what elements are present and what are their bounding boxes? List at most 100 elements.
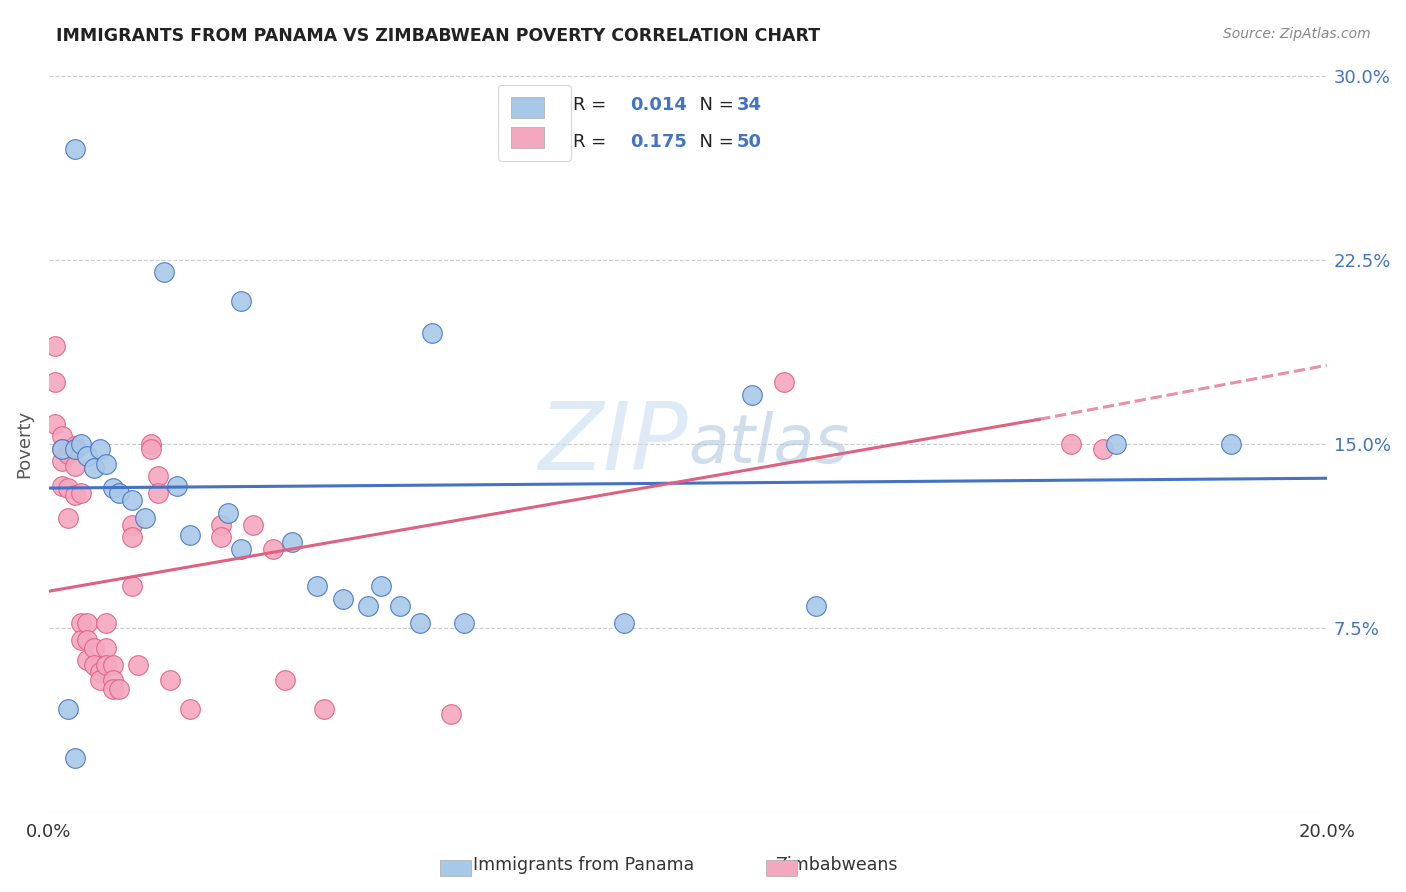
Point xyxy=(63,142,86,156)
Point xyxy=(134,510,156,524)
Point xyxy=(51,429,73,443)
Point xyxy=(141,442,163,456)
Text: R =: R = xyxy=(572,133,617,151)
Text: ZIP: ZIP xyxy=(538,399,688,490)
Point xyxy=(76,653,98,667)
Point xyxy=(1060,437,1083,451)
Point xyxy=(96,640,118,655)
Point xyxy=(804,599,827,613)
Point xyxy=(121,530,143,544)
Point xyxy=(56,702,79,716)
Point xyxy=(70,437,93,451)
Point xyxy=(179,702,201,716)
Point xyxy=(51,442,73,456)
Point xyxy=(56,510,79,524)
Point xyxy=(229,542,252,557)
Point xyxy=(389,599,412,613)
Point xyxy=(101,673,124,687)
Point xyxy=(56,481,79,495)
Point xyxy=(127,657,149,672)
Point xyxy=(613,616,636,631)
Point xyxy=(1219,437,1241,451)
Point xyxy=(242,517,264,532)
Point xyxy=(83,461,105,475)
Point xyxy=(44,417,66,432)
Text: Immigrants from Panama: Immigrants from Panama xyxy=(472,855,695,873)
Point xyxy=(121,493,143,508)
Point xyxy=(44,376,66,390)
Text: 50: 50 xyxy=(737,133,762,151)
Point xyxy=(307,579,329,593)
Point xyxy=(262,542,284,557)
Point xyxy=(1092,442,1115,456)
Point xyxy=(70,616,93,631)
Point xyxy=(420,326,443,341)
Point xyxy=(70,486,93,500)
Text: atlas: atlas xyxy=(688,411,849,477)
Point xyxy=(453,616,475,631)
Point xyxy=(89,673,111,687)
Point xyxy=(96,457,118,471)
Point xyxy=(63,442,86,456)
Text: R =: R = xyxy=(572,96,617,114)
Point xyxy=(211,517,233,532)
Legend: , : , xyxy=(498,85,571,161)
Point xyxy=(83,640,105,655)
Point xyxy=(370,579,392,593)
Point xyxy=(108,682,131,697)
Point xyxy=(159,673,181,687)
Point xyxy=(229,294,252,309)
Text: IMMIGRANTS FROM PANAMA VS ZIMBABWEAN POVERTY CORRELATION CHART: IMMIGRANTS FROM PANAMA VS ZIMBABWEAN POV… xyxy=(56,27,820,45)
Point xyxy=(89,442,111,456)
Point xyxy=(83,657,105,672)
Point xyxy=(76,616,98,631)
Y-axis label: Poverty: Poverty xyxy=(15,409,32,478)
Point xyxy=(63,439,86,453)
Point xyxy=(51,442,73,456)
Text: 34: 34 xyxy=(737,96,762,114)
Point xyxy=(63,751,86,765)
Point xyxy=(217,506,239,520)
Point xyxy=(179,527,201,541)
Point xyxy=(440,706,463,721)
Text: N =: N = xyxy=(688,133,740,151)
Point xyxy=(121,517,143,532)
Point xyxy=(96,616,118,631)
Point xyxy=(312,702,335,716)
Point xyxy=(741,388,763,402)
Point xyxy=(51,478,73,492)
Point xyxy=(70,633,93,648)
Point xyxy=(63,488,86,502)
Point xyxy=(108,486,131,500)
Text: 0.175: 0.175 xyxy=(630,133,688,151)
Point xyxy=(121,579,143,593)
Point xyxy=(89,665,111,680)
Point xyxy=(101,657,124,672)
Point xyxy=(332,591,354,606)
Point xyxy=(63,458,86,473)
Point xyxy=(357,599,380,613)
Point xyxy=(51,454,73,468)
Point xyxy=(153,265,176,279)
Point xyxy=(76,633,98,648)
Point xyxy=(76,449,98,463)
Point xyxy=(166,478,188,492)
Point xyxy=(146,468,169,483)
Point xyxy=(211,530,233,544)
Point xyxy=(101,682,124,697)
Point xyxy=(408,616,430,631)
Point xyxy=(44,338,66,352)
Point xyxy=(96,657,118,672)
Point xyxy=(772,376,794,390)
Point xyxy=(1105,437,1128,451)
Text: 0.014: 0.014 xyxy=(630,96,688,114)
Point xyxy=(101,481,124,495)
Point xyxy=(274,673,297,687)
Point xyxy=(146,486,169,500)
Text: Zimbabweans: Zimbabweans xyxy=(775,855,898,873)
Text: N =: N = xyxy=(688,96,740,114)
Point xyxy=(56,447,79,461)
Point xyxy=(280,535,302,549)
Point xyxy=(141,437,163,451)
Text: Source: ZipAtlas.com: Source: ZipAtlas.com xyxy=(1223,27,1371,41)
